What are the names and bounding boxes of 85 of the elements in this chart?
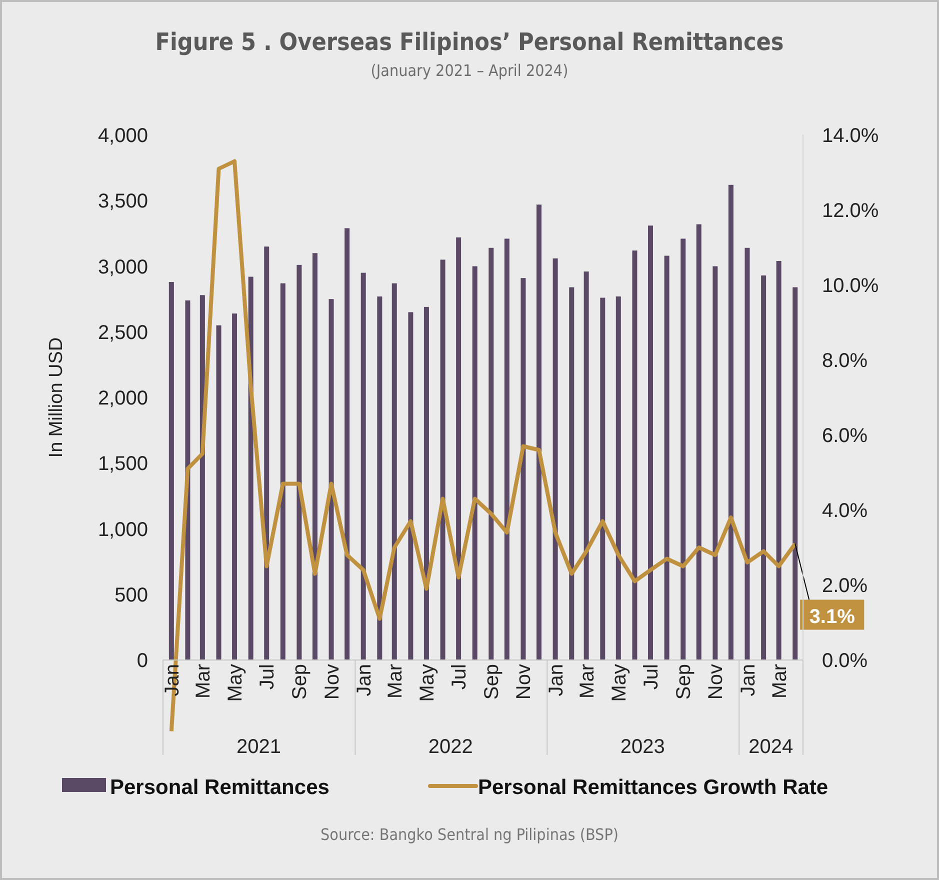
bar: [728, 184, 734, 660]
x2-tick-label: 2024: [748, 736, 794, 758]
bar: [440, 260, 446, 660]
x2-tick-label: 2023: [620, 736, 665, 758]
chart-subtitle: (January 2021 – April 2024): [370, 61, 568, 80]
x-tick-label: Jul: [448, 664, 471, 690]
y-tick-label: 2,500: [98, 322, 148, 344]
bar: [712, 266, 718, 660]
x2-tick-label: 2022: [428, 736, 473, 758]
bar: [456, 237, 462, 660]
bar: [488, 248, 494, 660]
bar: [569, 287, 574, 660]
x-tick-label: Sep: [289, 664, 312, 700]
bar: [761, 275, 766, 660]
bar: [392, 283, 397, 660]
y2-tick-label: 4.0%: [822, 500, 868, 522]
x-tick-label: Jan: [353, 664, 376, 696]
bar: [408, 312, 414, 660]
y2-tick-label: 6.0%: [822, 425, 868, 447]
y-tick-label: 500: [114, 584, 148, 606]
y2-tick-label: 2.0%: [822, 575, 868, 597]
bar: [552, 258, 558, 660]
y-tick-label: 1,000: [98, 518, 148, 541]
x-tick-label: May: [608, 664, 630, 702]
bar: [696, 224, 702, 660]
bar: [648, 226, 653, 660]
bar: [472, 266, 478, 660]
bar: [377, 296, 382, 660]
y-tick-label: 0: [136, 650, 148, 672]
legend-label: Personal Remittances Growth Rate: [478, 776, 828, 799]
x-tick-label: Jul: [256, 664, 279, 690]
x-tick-label: Jan: [545, 664, 568, 696]
bar: [328, 299, 334, 660]
y2-tick-label: 10.0%: [822, 275, 879, 297]
bar: [344, 228, 350, 660]
y2-tick-label: 12.0%: [822, 200, 879, 222]
bar: [232, 314, 238, 660]
bar: [312, 253, 318, 660]
y-tick-label: 4,000: [98, 125, 148, 147]
x-tick-label: Sep: [481, 664, 504, 700]
x-tick-label: Mar: [576, 664, 598, 698]
x-tick-label: Nov: [321, 664, 344, 700]
bar: [504, 238, 510, 660]
bar: [536, 204, 542, 660]
x2-tick-label: 2021: [236, 736, 281, 758]
bar: [744, 248, 750, 660]
y2-tick-label: 14.0%: [822, 125, 879, 147]
bar: [520, 278, 526, 660]
bar: [424, 306, 429, 660]
x-tick-label: Nov: [705, 664, 728, 700]
x-tick-label: Nov: [513, 664, 536, 700]
source-note: Source: Bangko Sentral ng Pilipinas (BSP): [320, 825, 618, 844]
legend-label: Personal Remittances: [110, 776, 330, 799]
x-tick-label: Mar: [768, 664, 791, 698]
x-tick-label: May: [416, 664, 438, 702]
data-label: 3.1%: [809, 606, 856, 628]
bar: [616, 296, 621, 660]
bar: [360, 272, 366, 660]
bar: [168, 282, 174, 660]
bar: [584, 272, 589, 660]
bar: [680, 238, 686, 660]
bar: [664, 256, 670, 660]
x-tick-label: Jul: [640, 664, 662, 690]
bar: [776, 261, 782, 660]
y-tick-label: 3,500: [98, 190, 148, 213]
chart-title: Figure 5 . Overseas Filipinos’ Personal Remittances: [155, 28, 784, 56]
y-axis-title: In Million USD: [46, 337, 67, 458]
bar: [216, 325, 222, 660]
x-tick-label: Mar: [384, 664, 406, 698]
bar: [792, 287, 798, 660]
x-tick-label: Sep: [673, 664, 696, 700]
y-tick-label: 3,000: [98, 256, 148, 278]
bar: [600, 298, 606, 660]
y-tick-label: 2,000: [98, 388, 148, 410]
y-tick-label: 1,500: [98, 453, 148, 476]
x-tick-label: Mar: [192, 664, 214, 698]
x-tick-label: May: [224, 664, 247, 702]
bar: [632, 250, 638, 660]
bar: [280, 283, 286, 660]
bar: [264, 246, 270, 660]
x-tick-label: Jan: [737, 664, 760, 696]
y2-tick-label: 0.0%: [822, 650, 868, 672]
bar: [296, 264, 302, 660]
x-tick-label: Jan: [161, 664, 184, 696]
y2-tick-label: 8.0%: [822, 350, 868, 372]
